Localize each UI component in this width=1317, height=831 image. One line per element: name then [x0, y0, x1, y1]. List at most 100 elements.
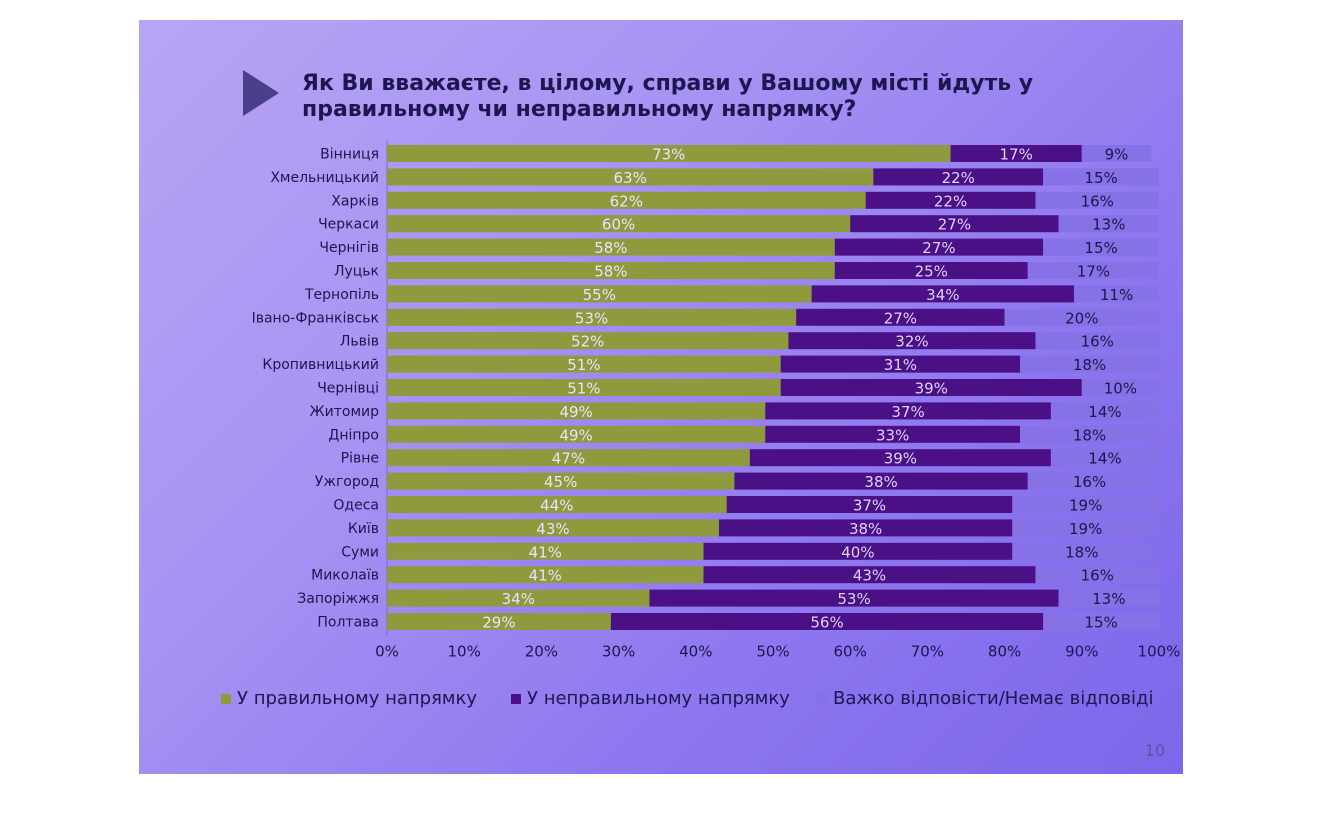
- bar-segment: [387, 589, 650, 607]
- data-label: 39%: [884, 450, 917, 468]
- data-label: 29%: [482, 614, 515, 632]
- bar-segment: [834, 238, 1044, 256]
- data-label: 43%: [853, 567, 886, 585]
- data-label: 52%: [571, 333, 604, 351]
- data-label: 27%: [884, 309, 917, 327]
- bar-segment: [780, 379, 1082, 396]
- data-label: 18%: [1073, 426, 1106, 444]
- x-tick-label: 0%: [375, 642, 399, 660]
- bar-segment: [734, 472, 1028, 490]
- bar-segment: [1020, 355, 1159, 373]
- bar-segment: [387, 613, 611, 630]
- bar-segment: [950, 145, 1082, 162]
- bar-segment: [718, 519, 1013, 537]
- data-label: 18%: [1065, 543, 1098, 561]
- bar-segment: [1074, 285, 1159, 303]
- data-label: 16%: [1081, 333, 1114, 351]
- bar-segment: [1043, 168, 1159, 186]
- x-tick-label: 80%: [988, 642, 1021, 660]
- bar-segment: [387, 191, 866, 209]
- x-tick-label: 90%: [1065, 642, 1098, 660]
- data-label: 38%: [864, 473, 897, 491]
- data-label: 55%: [583, 286, 616, 304]
- bar-segment: [1035, 566, 1159, 584]
- bar-segment: [387, 519, 719, 537]
- data-label: 16%: [1073, 473, 1106, 491]
- data-label: 53%: [575, 309, 608, 327]
- legend-swatch-hard-to-say: [817, 694, 827, 704]
- category-label: Харків: [331, 193, 379, 209]
- bar-segment: [1058, 589, 1159, 607]
- bar-segment: [387, 262, 835, 279]
- data-label: 47%: [552, 450, 585, 468]
- category-label: Черкаси: [318, 217, 379, 233]
- bar-segment: [873, 168, 1044, 186]
- data-label: 13%: [1092, 216, 1125, 234]
- bar-segment: [726, 496, 1013, 513]
- data-label: 10%: [1104, 380, 1137, 398]
- data-label: 41%: [529, 567, 562, 585]
- legend-item-right-direction: У правильному напрямку: [221, 688, 477, 709]
- data-label: 27%: [922, 239, 955, 257]
- data-label: 13%: [1092, 590, 1125, 608]
- x-tick-label: 100%: [1138, 642, 1181, 660]
- bar-segment: [1004, 308, 1159, 326]
- category-label: Луцьк: [334, 264, 379, 280]
- data-label: 73%: [652, 146, 685, 164]
- bar-segment: [865, 191, 1036, 209]
- bar-segment: [387, 285, 812, 303]
- x-tick-label: 10%: [448, 642, 481, 660]
- legend-swatch-right-direction: [221, 694, 231, 704]
- bar-segment: [1043, 238, 1159, 256]
- data-label: 44%: [540, 497, 573, 515]
- bar-segment: [1012, 519, 1159, 537]
- data-label: 49%: [559, 426, 592, 444]
- bar-segment: [1035, 191, 1159, 209]
- play-arrow-icon: [243, 70, 279, 116]
- legend-item-hard-to-say: Важко відповісти/Немає відповіді: [817, 688, 1154, 709]
- category-label: Дніпро: [328, 427, 379, 443]
- legend-label-wrong-direction: У неправильному напрямку: [527, 688, 790, 709]
- bar-segment: [796, 308, 1005, 326]
- category-label: Чернівці: [317, 381, 379, 397]
- data-label: 16%: [1081, 567, 1114, 585]
- category-label: Запоріжжя: [297, 591, 379, 607]
- data-label: 41%: [529, 543, 562, 561]
- bar-segment: [1012, 542, 1152, 560]
- bar-segment: [1081, 145, 1152, 162]
- category-label: Ужгород: [315, 474, 379, 490]
- category-label: Чернігів: [319, 240, 379, 256]
- data-label: 17%: [1077, 263, 1110, 281]
- bar-segment: [387, 215, 851, 233]
- bar-segment: [1081, 379, 1159, 396]
- data-label: 37%: [891, 403, 924, 421]
- category-label: Одеса: [333, 498, 379, 514]
- data-label: 40%: [841, 543, 874, 561]
- data-label: 20%: [1065, 309, 1098, 327]
- x-tick-label: 70%: [911, 642, 944, 660]
- data-label: 19%: [1069, 520, 1102, 538]
- legend-label-right-direction: У правильному напрямку: [237, 688, 477, 709]
- bar-segment: [749, 449, 1051, 467]
- data-label: 63%: [614, 169, 647, 187]
- bar-segment: [387, 472, 735, 490]
- bar-segment: [1050, 402, 1159, 420]
- stacked-bar-chart: Вінниця 73% 17% 9% Хмельницький 63% 22% 15% Харк…: [252, 141, 1181, 660]
- data-label: 60%: [602, 216, 635, 234]
- data-label: 25%: [915, 263, 948, 281]
- legend-swatch-wrong-direction: [511, 694, 521, 704]
- bar-segment: [387, 566, 704, 584]
- bar-segment: [834, 262, 1028, 279]
- category-label: Миколаїв: [311, 568, 379, 584]
- bar-segment: [1027, 472, 1152, 490]
- data-label: 19%: [1069, 497, 1102, 515]
- chart-title-line-2: правильному чи неправильному напрямку?: [302, 97, 857, 122]
- x-tick-label: 30%: [602, 642, 635, 660]
- data-label: 45%: [544, 473, 577, 491]
- x-tick-label: 40%: [679, 642, 712, 660]
- data-label: 17%: [1000, 146, 1033, 164]
- data-label: 14%: [1088, 450, 1121, 468]
- bar-segment: [649, 589, 1059, 607]
- bar-segment: [387, 332, 789, 350]
- data-label: 56%: [810, 614, 843, 632]
